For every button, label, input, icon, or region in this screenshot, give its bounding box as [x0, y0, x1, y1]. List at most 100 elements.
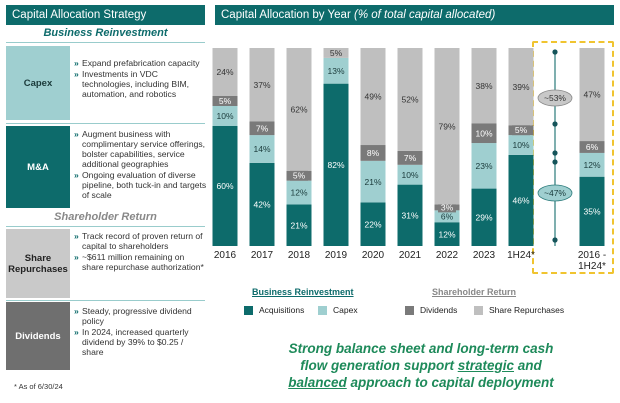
label-bg [438, 202, 456, 213]
bar-segment [434, 210, 460, 223]
reinvestment-share-ellipse [537, 184, 573, 202]
data-label: 79% [438, 121, 455, 131]
label-bg [364, 147, 382, 158]
dividends-bullets: Steady, progressive dividend policy In 2… [74, 306, 207, 358]
chart-header: Capital Allocation by Year (% of total c… [215, 5, 614, 25]
tagline: Strong balance sheet and long-term cash … [228, 340, 614, 391]
ma-label: M&A [6, 126, 70, 208]
allocation-chart: 60% 10% 5% 24% 2016 42% 14% 7% 37% 2017 21% 12% 5% 62… [212, 48, 606, 272]
bar-segment [212, 126, 238, 246]
bar-segment [249, 48, 275, 122]
data-label: 12% [438, 229, 455, 239]
legend-share-repurchases: Share Repurchases [474, 305, 564, 315]
data-label: 60% [216, 181, 233, 191]
bar-segment [579, 152, 605, 177]
bullet: In 2024, increased quarterly dividend by… [74, 327, 207, 357]
data-label: 10% [216, 111, 233, 121]
legend-swatch [474, 305, 483, 315]
bar-segment [434, 48, 460, 205]
bar-segment [471, 188, 497, 246]
tagline-line2: flow generation support strategic and [300, 358, 542, 373]
x-tick-label: 2021 [399, 250, 422, 261]
ma-row: M&A Augment business with complimentary … [6, 126, 207, 208]
capex-bullets: Expand prefabrication capacity Investmen… [74, 58, 207, 100]
label-bg [401, 152, 419, 163]
label-bg [475, 128, 493, 139]
shareholder-return-title: Shareholder Return [54, 211, 157, 223]
bullet: Investments in VDC technologies, includi… [74, 69, 207, 99]
bar-segment [212, 48, 238, 96]
bar-segment [286, 204, 312, 246]
bar-segment [397, 48, 423, 151]
data-label: 12% [290, 188, 307, 198]
bar-segment [508, 48, 534, 126]
bar-segment [579, 48, 605, 142]
data-label: 5% [293, 171, 306, 181]
bar-segment [286, 48, 312, 171]
shareholder-share-label: ~53% [544, 93, 566, 103]
bar-segment [397, 164, 423, 185]
bullet: Ongoing evaluation of diverse pipeline, … [74, 170, 207, 200]
data-label: 6% [586, 142, 599, 152]
data-label: 6% [441, 211, 454, 221]
data-label: 62% [290, 105, 307, 115]
data-label: 37% [253, 80, 270, 90]
data-label: 10% [401, 170, 418, 180]
data-label: 31% [401, 211, 418, 221]
label-bg [512, 125, 530, 136]
bar-segment [323, 48, 349, 58]
tagline-line3: balanced approach to capital deployment [288, 375, 554, 390]
divider [6, 123, 205, 124]
label-bg [290, 170, 308, 181]
bar-segment [397, 184, 423, 246]
legend-dividends: Dividends [405, 305, 457, 315]
annotation-dot [552, 121, 558, 127]
data-label: 14% [253, 144, 270, 154]
data-label: 12% [583, 160, 600, 170]
bar-segment [249, 135, 275, 163]
capex-label: Capex [6, 46, 70, 120]
reinvestment-share-label: ~47% [544, 188, 566, 198]
share-repurchases-row: Share Repurchases Track record of proven… [6, 229, 205, 298]
ma-bullets: Augment business with complimentary serv… [74, 129, 207, 201]
data-label: 21% [364, 177, 381, 187]
legend-capex: Capex [318, 305, 358, 315]
business-reinvestment-title: Business Reinvestment [43, 27, 168, 39]
data-label: 38% [475, 81, 492, 91]
bar-segment [579, 176, 605, 246]
data-label: 22% [364, 219, 381, 229]
annotation-dot [552, 49, 558, 55]
bar-segment [508, 135, 534, 155]
data-label: 3% [441, 202, 454, 212]
share-repurchases-label: Share Repurchases [6, 229, 70, 298]
x-tick-label: 1H24* [578, 261, 606, 272]
legend-label: Share Repurchases [489, 305, 565, 315]
data-label: 46% [512, 196, 529, 206]
bar-segment [360, 160, 386, 203]
data-label: 23% [475, 161, 492, 171]
x-tick-label: 2020 [362, 250, 385, 261]
data-label: 7% [404, 153, 417, 163]
dividends-row: Dividends Steady, progressive dividend p… [6, 302, 205, 370]
data-label: 7% [256, 123, 269, 133]
data-label: 5% [219, 96, 232, 106]
data-label: 47% [583, 90, 600, 100]
x-tick-label: 2019 [325, 250, 348, 261]
legend-label: Acquisitions [259, 305, 305, 315]
bullet: Augment business with complimentary serv… [74, 129, 207, 169]
x-tick-label: 2018 [288, 250, 311, 261]
data-label: 24% [216, 67, 233, 77]
x-tick-label: 2016 - [578, 250, 606, 261]
bullet: Steady, progressive dividend policy [74, 306, 207, 326]
bullet: ~$611 million remaining on share repurch… [74, 252, 207, 272]
share-repurchases-bullets: Track record of proven return of capital… [74, 231, 207, 273]
data-label: 8% [367, 148, 380, 158]
tagline-line1: Strong balance sheet and long-term cash [288, 341, 554, 356]
bar-segment [508, 154, 534, 246]
divider [6, 226, 205, 227]
data-label: 5% [330, 48, 343, 58]
data-label: 10% [512, 140, 529, 150]
label-bg [583, 142, 601, 152]
legend-swatch [244, 305, 253, 315]
data-label: 21% [290, 220, 307, 230]
